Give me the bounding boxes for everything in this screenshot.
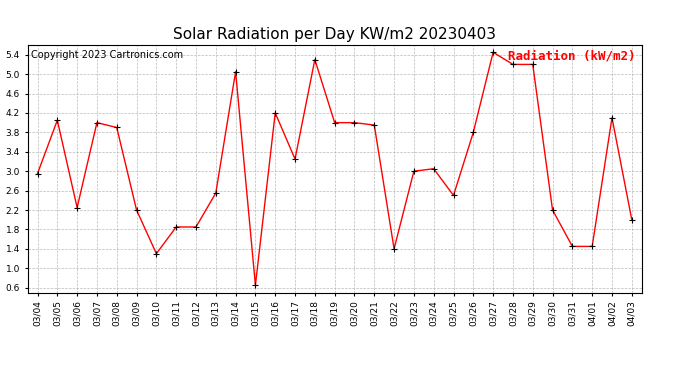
Text: Copyright 2023 Cartronics.com: Copyright 2023 Cartronics.com	[30, 50, 183, 60]
Title: Solar Radiation per Day KW/m2 20230403: Solar Radiation per Day KW/m2 20230403	[173, 27, 496, 42]
Text: Radiation (kW/m2): Radiation (kW/m2)	[508, 50, 635, 63]
